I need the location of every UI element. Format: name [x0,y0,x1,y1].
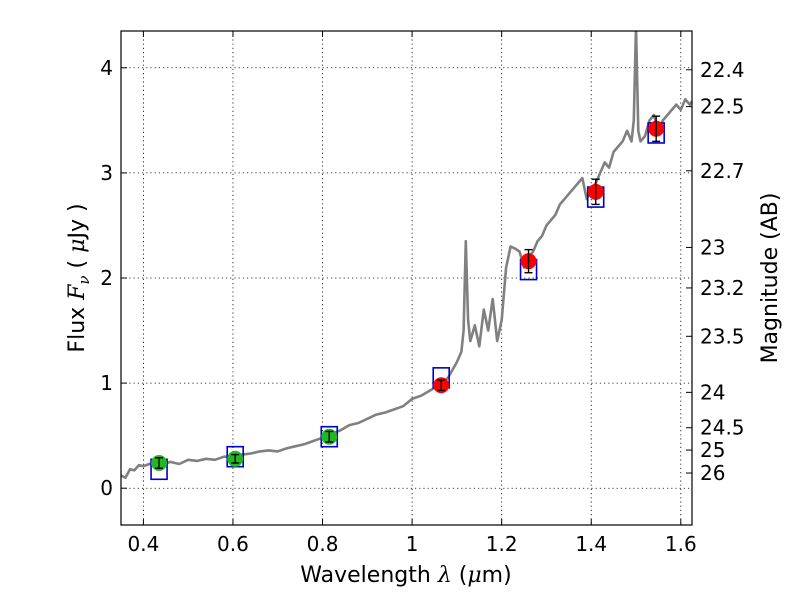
y2-tick-label: 23 [700,235,725,259]
y-tick-label: 4 [100,56,113,80]
grid [121,31,692,525]
y-tick-label: 2 [100,266,113,290]
y2-tick-label: 24 [700,380,725,404]
y2-axis-label: Magnitude (AB) [758,193,783,364]
y2-tick-label: 22.5 [700,95,745,119]
y2-tick-label: 24.5 [700,416,745,440]
x-tick-label: 1.2 [486,532,518,556]
y-tick-label: 3 [100,161,113,185]
y2-tick-label: 23.5 [700,324,745,348]
y2-tick-label: 22.4 [700,58,745,82]
x-tick-label: 0.4 [127,532,159,556]
x-tick-label: 0.6 [217,532,249,556]
y-tick-label: 1 [100,371,113,395]
y2-tick-label: 26 [700,461,725,485]
y-tick-label: 0 [100,476,113,500]
y2-tick-label: 25 [700,438,725,462]
x-tick-label: 1.4 [575,532,607,556]
plot-area [121,31,692,525]
observed-points-layer [151,115,665,471]
y-axis-label: Flux Fν ( μJy ) [65,203,93,352]
x-tick-label: 1 [406,532,419,556]
x-tick-label: 0.8 [307,532,339,556]
x-axis-label: Wavelength λ (μm) [300,563,511,588]
y2-tick-label: 23.2 [700,276,745,300]
x-tick-label: 1.6 [665,532,697,556]
y2-tick-label: 22.7 [700,159,745,183]
